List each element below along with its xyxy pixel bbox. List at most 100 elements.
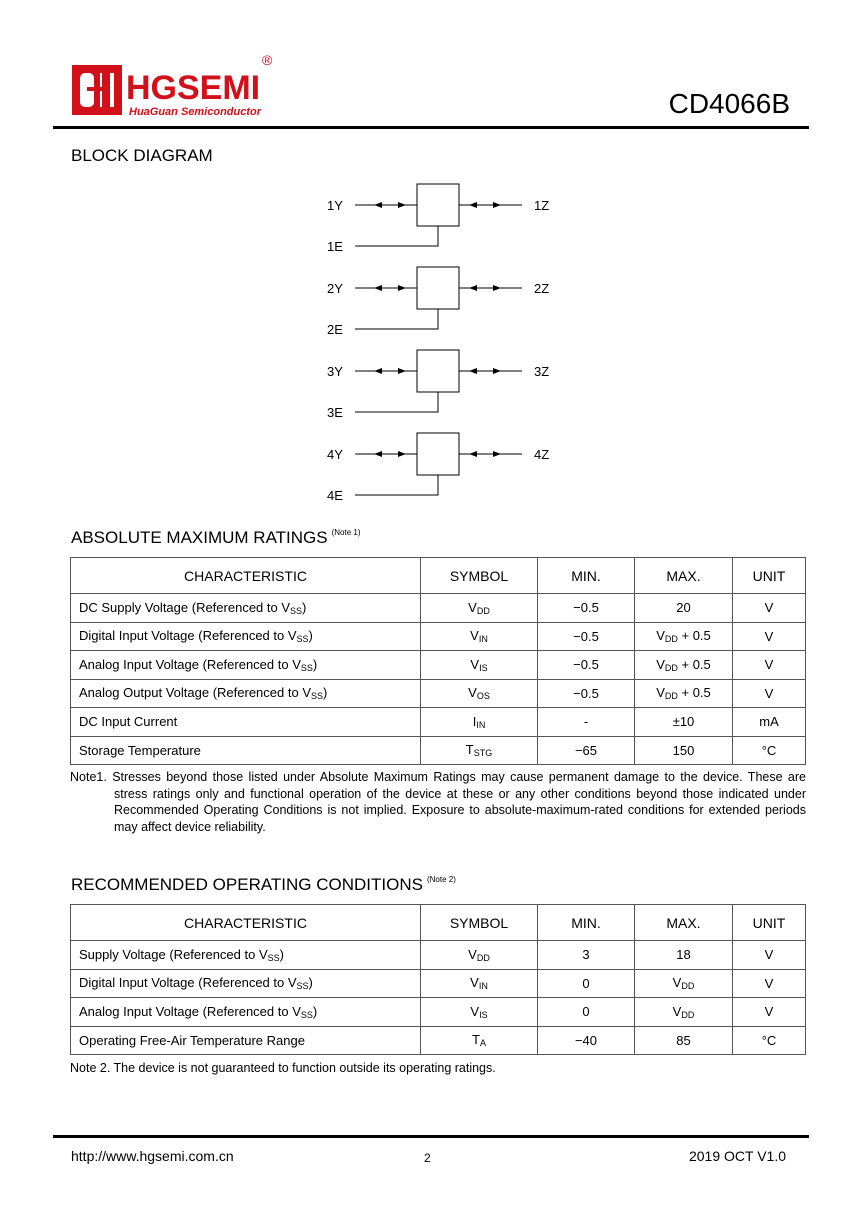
cell-text: V xyxy=(672,1003,682,1019)
table-cell: 85 xyxy=(634,1025,733,1055)
cell-subscript: STG xyxy=(473,748,493,759)
table-row: DC Supply Voltage (Referenced to VSS) VDD… xyxy=(70,593,806,623)
pin-label-z: 3Z xyxy=(534,364,549,379)
table-cell: VIN xyxy=(420,968,538,998)
pin-label-z: 4Z xyxy=(534,447,549,462)
table-header-row: CHARACTERISTIC SYMBOL MIN. MAX. UNIT xyxy=(70,557,806,594)
table-cell: VIS xyxy=(420,650,538,680)
table-cell: 20 xyxy=(634,593,733,623)
hgsemi-logo: HGSEMI HuaGuan Semiconductor ® xyxy=(72,52,282,120)
cell-text: 0 xyxy=(582,1004,590,1020)
cell-text: V xyxy=(764,975,774,991)
cell-text: V xyxy=(656,628,665,644)
table-cell: Analog Output Voltage (Referenced to VSS… xyxy=(70,678,421,708)
table-cell: V xyxy=(732,997,806,1027)
table-cell: VDD + 0.5 xyxy=(634,678,733,708)
cell-text: 20 xyxy=(676,600,691,616)
cell-text: Digital Input Voltage (Referenced to V xyxy=(79,628,297,644)
cell-subscript: DD xyxy=(476,952,490,963)
cell-subscript: SS xyxy=(300,662,313,673)
table-cell: 0 xyxy=(537,997,635,1027)
pin-label-e: 2E xyxy=(327,322,343,337)
cell-subscript: DD xyxy=(681,981,695,992)
cell-text: −65 xyxy=(574,742,598,758)
cell-subscript: DD xyxy=(664,691,678,702)
arrow-right-icon xyxy=(398,368,406,374)
pin-label-e: 4E xyxy=(327,488,343,503)
switch-box xyxy=(416,183,460,227)
cell-subscript: DD xyxy=(681,1009,695,1020)
pin-label-z: 2Z xyxy=(534,281,549,296)
table-row: DC Input Current IIN - ±10 mA xyxy=(70,707,806,737)
footer-url[interactable]: http://www.hgsemi.com.cn xyxy=(71,1148,234,1164)
cell-text: 18 xyxy=(676,947,691,963)
cell-text: °C xyxy=(761,1032,777,1048)
block-diagram: 1Y 1Z 1E 2Y 2Z 2E 3Y 3Z 3E 4Y 4Z 4E xyxy=(327,183,549,503)
column-header: MIN. xyxy=(537,557,635,594)
arrow-left-icon xyxy=(374,202,382,208)
cell-text: V xyxy=(764,1004,774,1020)
table-row: Analog Input Voltage (Referenced to VSS)… xyxy=(70,997,806,1027)
table-cell: V xyxy=(732,621,806,651)
table-cell: 3 xyxy=(537,940,635,970)
table-cell: VDD xyxy=(420,940,538,970)
cell-subscript: IN xyxy=(478,981,488,992)
table-cell: Digital Input Voltage (Referenced to VSS… xyxy=(70,968,421,998)
enable-line xyxy=(355,226,439,247)
cell-text: T xyxy=(472,1032,480,1048)
rec-op-title-text: RECOMMENDED OPERATING CONDITIONS xyxy=(71,875,423,894)
abs-max-table: CHARACTERISTIC SYMBOL MIN. MAX. UNIT DC Suppl… xyxy=(70,557,806,765)
table-cell: 18 xyxy=(634,940,733,970)
cell-subscript: SS xyxy=(290,605,303,616)
cell-text: −0.5 xyxy=(573,657,599,673)
footer-rule xyxy=(53,1135,809,1138)
table-cell: Storage Temperature xyxy=(70,735,421,765)
table-cell: TSTG xyxy=(420,735,538,765)
table-cell: −40 xyxy=(537,1025,635,1055)
cell-subscript: SS xyxy=(296,981,309,992)
table-cell: VIS xyxy=(420,997,538,1027)
cell-text: Analog Input Voltage (Referenced to V xyxy=(79,656,301,672)
table-cell: VDD xyxy=(420,593,538,623)
table-cell: 0 xyxy=(537,968,635,998)
note-1: Note1. Stresses beyond those listed unde… xyxy=(70,770,806,834)
cell-text: V xyxy=(656,685,665,701)
table-cell: ±10 xyxy=(634,707,733,737)
table-cell: V xyxy=(732,968,806,998)
arrow-left-icon xyxy=(469,368,477,374)
abs-max-title-text: ABSOLUTE MAXIMUM RATINGS xyxy=(71,528,328,547)
cell-text: Storage Temperature xyxy=(79,742,201,758)
cell-text: V xyxy=(764,947,774,963)
pin-label-y: 1Y xyxy=(327,198,343,213)
cell-text: V xyxy=(470,1003,480,1019)
cell-text: °C xyxy=(761,742,777,758)
cell-text-tail: ) xyxy=(312,1003,318,1019)
rec-op-table: CHARACTERISTIC SYMBOL MIN. MAX. UNIT Supply V… xyxy=(70,904,806,1055)
cell-subscript: DD xyxy=(664,662,678,673)
arrow-left-icon xyxy=(374,451,382,457)
arrow-right-icon xyxy=(493,451,501,457)
column-header: SYMBOL xyxy=(420,557,538,594)
cell-text: Operating Free-Air Temperature Range xyxy=(79,1032,305,1048)
cell-text: 150 xyxy=(672,742,695,758)
table-row: Storage Temperature TSTG −65 150 °C xyxy=(70,735,806,765)
cell-text: Supply Voltage (Referenced to V xyxy=(79,946,268,962)
cell-text-tail: + 0.5 xyxy=(677,628,711,644)
table-row: Digital Input Voltage (Referenced to VSS… xyxy=(70,968,806,998)
cell-text: 0 xyxy=(582,975,590,991)
pin-label-y: 4Y xyxy=(327,447,343,462)
switch-box xyxy=(416,266,460,310)
table-row: Analog Output Voltage (Referenced to VSS… xyxy=(70,678,806,708)
cell-subscript: IS xyxy=(479,1009,488,1020)
cell-text-tail: ) xyxy=(308,975,313,991)
cell-subscript: SS xyxy=(267,952,280,963)
arrow-right-icon xyxy=(398,285,406,291)
enable-line xyxy=(355,309,439,330)
cell-text-tail: ) xyxy=(312,656,318,672)
cell-text: V xyxy=(764,600,774,616)
table-cell: −65 xyxy=(537,735,635,765)
table-cell: °C xyxy=(732,1025,806,1055)
table-cell: mA xyxy=(732,707,806,737)
cell-text: −0.5 xyxy=(573,628,599,644)
enable-line xyxy=(355,475,439,496)
